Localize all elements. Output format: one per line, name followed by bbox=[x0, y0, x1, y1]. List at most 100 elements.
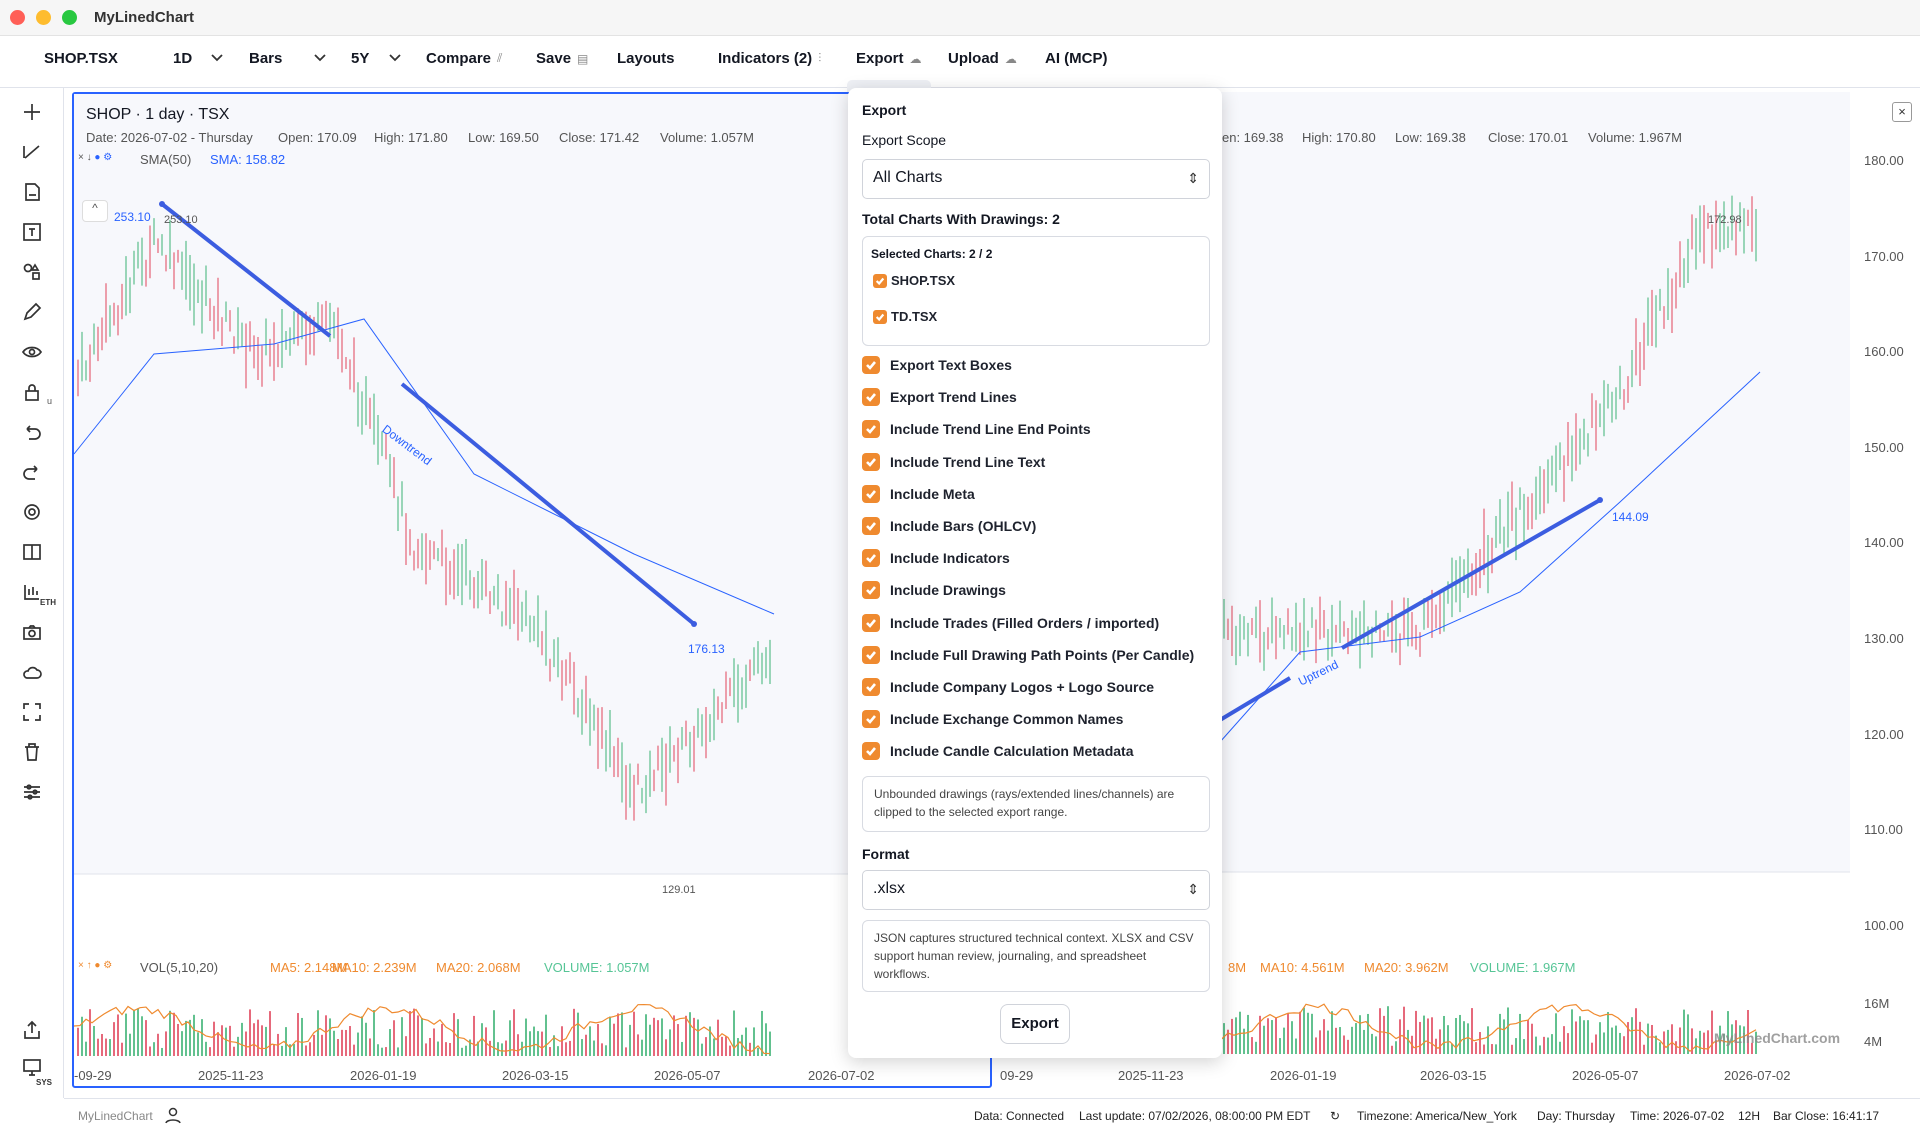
sma-label: SMA(50) bbox=[140, 152, 192, 167]
trash-icon[interactable] bbox=[18, 738, 46, 766]
refresh-icon[interactable]: ↻ bbox=[1330, 1109, 1341, 1123]
indicators-button[interactable]: Indicators (2) ⫶ bbox=[718, 50, 821, 67]
camera-icon[interactable] bbox=[18, 618, 46, 646]
volume-bar bbox=[1471, 1008, 1473, 1054]
share-icon[interactable] bbox=[18, 1016, 46, 1044]
chart-checkbox-td[interactable]: TD.TSX bbox=[873, 309, 937, 324]
compare-label: Compare bbox=[426, 50, 492, 67]
volume-bar bbox=[1303, 1007, 1305, 1054]
select-arrows-icon: ⇕ bbox=[1187, 881, 1199, 897]
cloud-icon[interactable] bbox=[18, 658, 46, 686]
x-tick-5: 2026-07-02 bbox=[1724, 1068, 1791, 1083]
export-option-12[interactable]: Include Candle Calculation Metadata bbox=[862, 742, 1134, 761]
extended-hours-icon[interactable] bbox=[18, 578, 46, 606]
volume-bar bbox=[437, 1041, 439, 1056]
export-option-1[interactable]: Export Trend Lines bbox=[862, 388, 1017, 407]
export-option-6[interactable]: Include Indicators bbox=[862, 549, 1010, 568]
volume-bar bbox=[669, 1029, 671, 1056]
undo-icon[interactable] bbox=[18, 418, 46, 446]
volume-bar bbox=[1347, 1039, 1349, 1054]
cloud-download-icon: ☁ bbox=[909, 51, 922, 66]
export-option-label: Include Exchange Common Names bbox=[890, 711, 1124, 728]
layouts-button[interactable]: Layouts bbox=[617, 50, 675, 67]
close-chart-button[interactable]: × bbox=[1892, 102, 1912, 122]
x-tick-0: -09-29 bbox=[74, 1068, 112, 1083]
settings-gear-icon[interactable] bbox=[18, 498, 46, 526]
downtrend-line bbox=[160, 202, 696, 626]
save-icon: ▤ bbox=[577, 51, 589, 66]
export-option-2[interactable]: Include Trend Line End Points bbox=[862, 420, 1091, 439]
chart-pane-shop[interactable]: SHOP · 1 day · TSX Date: 2026-07-02 - Th… bbox=[72, 92, 992, 1088]
user-icon[interactable] bbox=[164, 1106, 182, 1124]
pencil-icon[interactable] bbox=[18, 298, 46, 326]
volume-bar bbox=[1431, 1017, 1433, 1054]
volume-bar bbox=[1363, 1029, 1365, 1054]
volume-bar bbox=[1743, 1026, 1745, 1054]
upload-button[interactable]: Upload ☁ bbox=[948, 50, 1017, 67]
range-selector[interactable]: 5Y bbox=[351, 50, 370, 67]
hours-format[interactable]: 12H bbox=[1738, 1109, 1761, 1123]
lock-icon[interactable] bbox=[18, 378, 46, 406]
y-tick-0: 180.00 bbox=[1864, 153, 1904, 168]
compare-button[interactable]: Compare ⫽ bbox=[426, 50, 502, 67]
system-monitor-icon[interactable] bbox=[18, 1054, 46, 1082]
eye-icon[interactable] bbox=[18, 338, 46, 366]
export-option-3[interactable]: Include Trend Line Text bbox=[862, 452, 1045, 471]
volume-bar bbox=[585, 1034, 587, 1056]
collapse-legend-button[interactable]: ^ bbox=[82, 200, 108, 222]
crosshair-icon[interactable] bbox=[18, 98, 46, 126]
volume-bar bbox=[1459, 1014, 1461, 1054]
split-view-icon[interactable] bbox=[18, 538, 46, 566]
volume-bar bbox=[361, 1016, 363, 1056]
chart-type-selector[interactable]: Bars bbox=[249, 50, 283, 67]
volume-bar bbox=[1291, 1021, 1293, 1054]
shapes-icon[interactable] bbox=[18, 258, 46, 286]
sliders-icon[interactable] bbox=[18, 778, 46, 806]
export-option-label: Include Trades (Filled Orders / imported… bbox=[890, 614, 1160, 631]
minimize-window-button[interactable] bbox=[36, 10, 51, 25]
trend-endpoint[interactable] bbox=[159, 201, 165, 207]
export-option-5[interactable]: Include Bars (OHLCV) bbox=[862, 517, 1036, 535]
indicator-controls-icon[interactable]: × ↓ ● ⚙ bbox=[78, 152, 113, 163]
export-submit-button[interactable]: Export bbox=[1000, 1004, 1070, 1044]
trend-line-icon[interactable] bbox=[18, 138, 46, 166]
export-option-4[interactable]: Include Meta bbox=[862, 484, 975, 503]
volume-bar bbox=[201, 1019, 203, 1056]
close-window-button[interactable] bbox=[10, 10, 25, 25]
symbol-selector[interactable]: SHOP.TSX bbox=[44, 50, 118, 67]
export-option-7[interactable]: Include Drawings bbox=[862, 581, 1006, 600]
volume-bar bbox=[285, 1027, 287, 1056]
volume-bar bbox=[261, 1025, 263, 1056]
ai-mcp-button[interactable]: AI (MCP) bbox=[1045, 50, 1108, 67]
fullscreen-icon[interactable] bbox=[18, 698, 46, 726]
save-button[interactable]: Save ▤ bbox=[536, 50, 588, 67]
vol-controls-icon[interactable]: × ↑ ● ⚙ bbox=[78, 960, 113, 971]
volume-bar bbox=[197, 1032, 199, 1056]
export-option-11[interactable]: Include Exchange Common Names bbox=[862, 710, 1124, 729]
export-option-10[interactable]: Include Company Logos + Logo Source bbox=[862, 678, 1154, 696]
chart-canvas-shop[interactable] bbox=[74, 94, 990, 1086]
chart-checkbox-shop[interactable]: SHOP.TSX bbox=[873, 273, 955, 288]
chart-type-chevron-down-icon[interactable] bbox=[313, 50, 327, 64]
app-title: MyLinedChart bbox=[94, 9, 195, 26]
maximize-window-button[interactable] bbox=[62, 10, 77, 25]
ma5-value: MA5: 2.148M bbox=[270, 960, 348, 975]
trend-endpoint[interactable] bbox=[691, 621, 697, 627]
redo-icon[interactable] bbox=[18, 458, 46, 486]
volume-bar bbox=[225, 1027, 227, 1056]
timezone[interactable]: Timezone: America/New_York bbox=[1357, 1109, 1517, 1123]
trend-endpoint[interactable] bbox=[1597, 497, 1603, 503]
export-option-0[interactable]: Export Text Boxes bbox=[862, 356, 1012, 374]
format-select[interactable]: .xlsx ⇕ bbox=[862, 870, 1210, 910]
text-box-icon[interactable] bbox=[18, 218, 46, 246]
annotation-icon[interactable] bbox=[18, 178, 46, 206]
interval-chevron-down-icon[interactable] bbox=[210, 50, 224, 64]
range-chevron-down-icon[interactable] bbox=[388, 50, 402, 64]
export-option-label: Include Drawings bbox=[890, 582, 1006, 599]
interval-selector[interactable]: 1D bbox=[173, 50, 193, 67]
export-scope-select[interactable]: All Charts ⇕ bbox=[862, 159, 1210, 199]
volume-bar bbox=[633, 1011, 635, 1056]
export-option-8[interactable]: Include Trades (Filled Orders / imported… bbox=[862, 613, 1160, 632]
export-option-9[interactable]: Include Full Drawing Path Points (Per Ca… bbox=[862, 645, 1194, 664]
export-button[interactable]: Export ☁ bbox=[856, 50, 922, 67]
